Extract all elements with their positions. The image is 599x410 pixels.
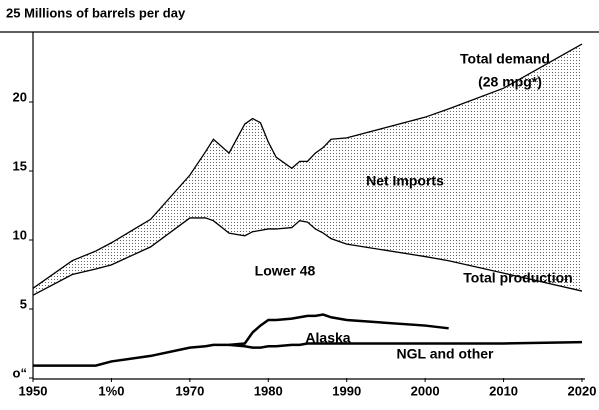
series-label: NGL and other (397, 346, 495, 362)
series-label: Total production (463, 270, 572, 286)
chart-title: 25 Millions of barrels per day (6, 5, 186, 20)
x-tick-label: 1990 (332, 383, 361, 398)
series-line (33, 340, 583, 367)
imports-shade (33, 44, 582, 296)
x-tick-label: 1950 (19, 383, 48, 398)
series-line (32, 43, 583, 289)
y-tick-label: 5 (20, 296, 27, 311)
x-tick-label: 2010 (489, 383, 518, 398)
annotation: Net Imports (366, 173, 444, 189)
annotation: Lower 48 (255, 263, 316, 279)
series-line (32, 217, 583, 296)
series-label: Alaska (305, 330, 350, 346)
y-tick-label: 10 (13, 227, 27, 242)
annotation: (28 mpg*) (478, 74, 542, 90)
x-tick-label: 1%0 (98, 383, 124, 398)
y-tick-label: 20 (13, 89, 27, 104)
y-tick-label: o“ (13, 365, 27, 380)
x-tick-label: 2000 (411, 383, 440, 398)
x-tick-label: 2020 (568, 383, 597, 398)
series-line (228, 313, 449, 347)
y-tick-label: 15 (13, 158, 27, 173)
x-tick-label: 1980 (254, 383, 283, 398)
series-label: Total demand (460, 51, 550, 67)
x-tick-label: 1970 (175, 383, 204, 398)
